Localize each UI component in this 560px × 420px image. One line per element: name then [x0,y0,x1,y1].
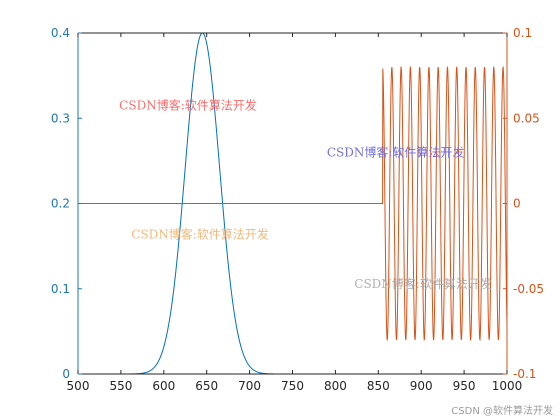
y-left-tick-label: 0.1 [51,282,70,296]
y-right-tick-label: 0.05 [513,111,540,125]
x-tick-label: 800 [324,379,347,393]
watermark-annotation: CSDN博客:软件算法开发 [119,98,257,113]
axes: 500 550 600 650 700 750 800 850 900 950 1000 0 0.1 0.… [51,26,544,393]
series-line-2 [78,65,508,342]
footer-watermark: CSDN @软件算法开发 [451,404,553,417]
y-right-tick-label: 0 [513,197,521,211]
x-tick-label: 650 [195,379,218,393]
x-tick-label: 550 [109,379,132,393]
x-tick-label: 700 [238,379,261,393]
watermark-annotation: CSDN博客:软件算法开发 [131,226,269,241]
x-tick-label: 950 [453,379,476,393]
y-left-tick-label: 0.3 [51,111,70,125]
y-right-tick-label: 0.1 [513,26,532,40]
x-tick-label: 750 [281,379,304,393]
watermark-annotation: CSDN博客:软件算法开发 [327,145,465,160]
y-left-tick-label: 0.2 [51,197,70,211]
annotations: CSDN博客:软件算法开发 CSDN博客:软件算法开发 CSDN博客:软件算法开发 C… [119,98,492,291]
y-left-tick-label: 0.4 [51,26,70,40]
watermark-annotation: CSDN博客:软件算法开发 [354,276,492,291]
y-left-tick-label: 0 [62,367,70,381]
x-tick-label: 850 [367,379,390,393]
x-tick-label: 900 [410,379,433,393]
x-tick-label: 1000 [492,379,523,393]
y-right-tick-label: -0.1 [513,367,536,381]
y-right-tick-label: -0.05 [513,282,544,296]
x-tick-label: 600 [152,379,175,393]
x-tick-label: 500 [67,379,90,393]
